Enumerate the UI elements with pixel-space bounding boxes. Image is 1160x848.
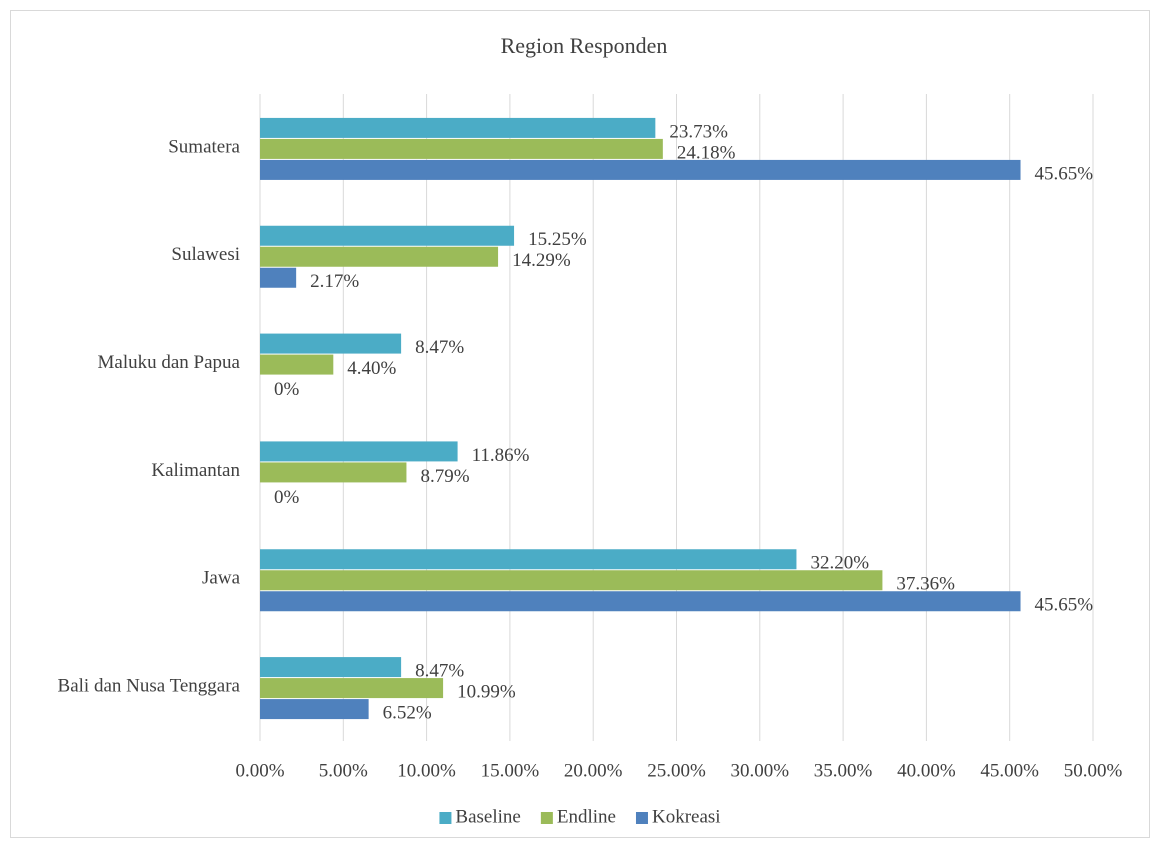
data-label: 32.20% bbox=[810, 553, 869, 574]
data-label: 8.79% bbox=[420, 466, 469, 487]
legend-label: Endline bbox=[557, 806, 616, 827]
y-tick-label: Kalimantan bbox=[151, 460, 240, 481]
x-tick-label: 40.00% bbox=[897, 760, 956, 781]
data-label: 4.40% bbox=[347, 358, 396, 379]
bar bbox=[260, 246, 499, 267]
bar bbox=[260, 441, 458, 462]
data-label: 37.36% bbox=[896, 574, 955, 595]
data-label: 8.47% bbox=[415, 660, 464, 681]
data-label: 11.86% bbox=[472, 445, 530, 466]
bar bbox=[260, 657, 402, 678]
x-tick-label: 50.00% bbox=[1064, 760, 1123, 781]
x-tick-label: 20.00% bbox=[564, 760, 623, 781]
bar bbox=[260, 591, 1021, 612]
bar bbox=[260, 117, 656, 138]
bar bbox=[260, 462, 407, 483]
y-tick-label: Maluku dan Papua bbox=[98, 352, 241, 373]
data-label: 0% bbox=[274, 487, 300, 508]
x-tick-label: 35.00% bbox=[814, 760, 873, 781]
bar bbox=[260, 267, 297, 288]
x-tick-label: 45.00% bbox=[980, 760, 1039, 781]
bar bbox=[260, 570, 883, 591]
y-tick-label: Sumatera bbox=[168, 136, 240, 157]
bar bbox=[260, 699, 369, 720]
legend-label: Baseline bbox=[455, 806, 520, 827]
bar bbox=[260, 159, 1021, 180]
y-tick-label: Jawa bbox=[202, 568, 241, 589]
x-tick-label: 25.00% bbox=[647, 760, 706, 781]
data-label: 10.99% bbox=[457, 681, 516, 702]
data-label: 15.25% bbox=[528, 229, 587, 250]
bar bbox=[260, 549, 797, 570]
legend-swatch bbox=[540, 812, 553, 824]
bar bbox=[260, 138, 663, 159]
data-label: 8.47% bbox=[415, 337, 464, 358]
bar bbox=[260, 354, 334, 375]
x-tick-label: 10.00% bbox=[397, 760, 456, 781]
data-label: 24.18% bbox=[677, 142, 736, 163]
data-label: 23.73% bbox=[669, 121, 728, 142]
x-tick-label: 5.00% bbox=[319, 760, 368, 781]
bar bbox=[260, 678, 444, 699]
x-tick-label: 30.00% bbox=[731, 760, 790, 781]
x-tick-label: 15.00% bbox=[481, 760, 540, 781]
data-label: 2.17% bbox=[310, 271, 359, 292]
data-label: 6.52% bbox=[383, 702, 432, 723]
bar bbox=[260, 225, 515, 246]
data-label: 45.65% bbox=[1035, 595, 1094, 616]
x-tick-label: 0.00% bbox=[235, 760, 284, 781]
data-label: 0% bbox=[274, 379, 300, 400]
data-label: 14.29% bbox=[512, 250, 571, 271]
data-label: 45.65% bbox=[1035, 163, 1094, 184]
legend-swatch bbox=[439, 812, 452, 824]
y-tick-label: Bali dan Nusa Tenggara bbox=[58, 675, 241, 696]
y-tick-label: Sulawesi bbox=[171, 244, 240, 265]
bar bbox=[260, 333, 402, 354]
legend-swatch bbox=[635, 812, 648, 824]
chart-title: Region Responden bbox=[501, 33, 668, 58]
legend-label: Kokreasi bbox=[652, 806, 721, 827]
